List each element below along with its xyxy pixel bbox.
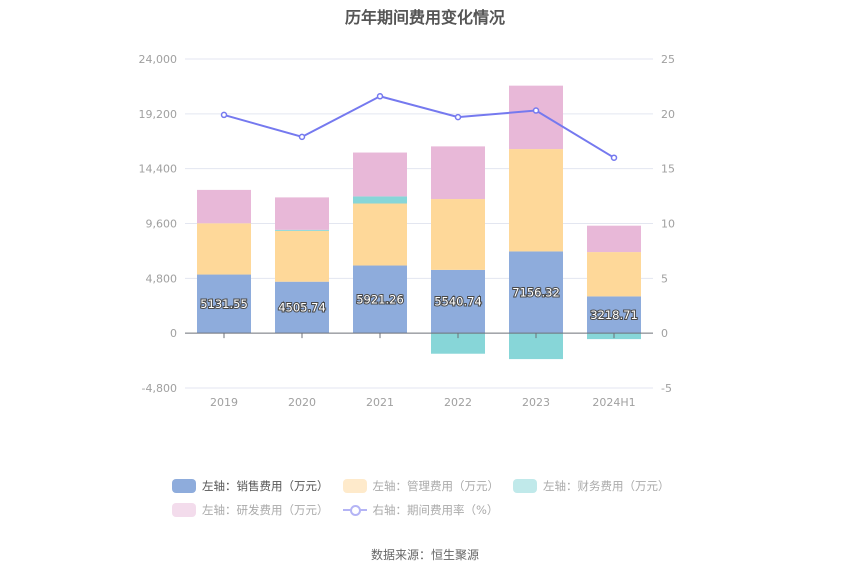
bar-segment-3-2022 (431, 146, 485, 200)
bar-segment-0-2019 (197, 274, 251, 334)
x-axis-tick-label: 2021 (366, 396, 394, 409)
x-axis-tick-label: 2020 (288, 396, 316, 409)
bar-data-label: 5131.55 (200, 297, 248, 311)
expense-rate-point (376, 93, 384, 100)
right-axis-tick-label: 25 (661, 53, 675, 66)
bar-segment-1-2020 (275, 230, 329, 282)
legend-swatch-finance (513, 479, 537, 493)
expense-rate-point (454, 113, 462, 121)
data-source: 数据来源：恒生聚源 (370, 548, 479, 562)
right-axis-tick-label: 15 (661, 163, 675, 176)
expense-rate-point (532, 107, 540, 114)
bar-segment-0-2020 (275, 281, 329, 334)
left-axis-tick-label: 0 (170, 327, 177, 340)
legend-item-expense-rate[interactable]: 右轴：期间费用率（%） (342, 502, 499, 518)
bar-segment-3-2020 (275, 197, 329, 230)
bar-data-label: 5921.26 (356, 292, 404, 306)
bar-segment-3-2023 (509, 85, 563, 150)
right-axis-tick-label: 0 (661, 327, 668, 340)
legend-swatch-sales (172, 479, 196, 493)
bar-segment-3-2024H1 (587, 225, 641, 253)
bar-data-label: 4505.74 (278, 300, 326, 314)
expense-rate-point (220, 111, 228, 119)
legend-label-rnd: 左轴：研发费用（万元） (202, 503, 329, 517)
bar-segment-1-2024H1 (587, 252, 641, 297)
bar-segment-3-2019 (197, 189, 251, 224)
bar-data-label: 3218.71 (590, 308, 638, 322)
left-axis-tick-label: 9,600 (146, 218, 178, 231)
bar-segment-1-2022 (431, 199, 485, 270)
x-axis-tick-label: 2019 (210, 396, 238, 409)
left-axis-tick-label: 19,200 (139, 108, 178, 121)
expense-rate-point (298, 133, 306, 141)
left-axis-tick-label: 24,000 (139, 53, 178, 66)
bar-segment-1-2021 (353, 203, 407, 266)
bar-segment-0-2023 (509, 251, 563, 334)
line-marker-icon (342, 503, 367, 517)
bar-segment-2-2021 (353, 196, 407, 204)
x-axis-tick-label: 2024H1 (592, 396, 635, 409)
bar-segment-2-2022 (431, 333, 485, 354)
bar-segment-3-2021 (353, 152, 407, 197)
legend-item-finance[interactable]: 左轴：财务费用（万元） (513, 478, 670, 494)
legend-item-management[interactable]: 左轴：管理费用（万元） (342, 478, 500, 494)
legend-label-management: 左轴：管理费用（万元） (372, 479, 500, 493)
legend-swatch-rnd (172, 503, 196, 517)
right-axis-tick-label: 10 (661, 218, 675, 231)
bar-segment-2-2020 (275, 229, 329, 231)
bar-segment-1-2023 (509, 149, 563, 252)
expense-rate-line (223, 95, 615, 159)
bar-segment-0-2022 (431, 269, 485, 334)
left-axis-tick-label: 4,800 (146, 272, 178, 285)
legend-label-finance: 左轴：财务费用（万元） (543, 479, 670, 493)
legend-item-sales[interactable]: 左轴：销售费用（万元） (172, 478, 329, 494)
bar-segment-1-2019 (197, 223, 251, 275)
legend-label-expense-rate: 右轴：期间费用率（%） (372, 503, 499, 517)
bar-data-label: 5540.74 (434, 295, 482, 309)
right-axis-tick-label: 20 (661, 108, 675, 121)
legend-swatch-management (342, 479, 367, 493)
left-axis-tick-label: 14,400 (139, 163, 178, 176)
legend: 左轴：销售费用（万元） 左轴：管理费用（万元） 左轴：财务费用（万元） 左轴：研… (172, 474, 692, 522)
right-axis-tick-label: 5 (661, 272, 668, 285)
x-axis-tick-label: 2023 (522, 396, 550, 409)
right-axis-tick-label: -5 (661, 382, 672, 395)
chart-plot: -4,80004,8009,60014,40019,20024,000-5051… (139, 53, 676, 409)
chart-title: 历年期间费用变化情况 (344, 8, 505, 27)
left-axis-tick-label: -4,800 (142, 382, 177, 395)
bar-segment-0-2024H1 (587, 296, 641, 334)
legend-item-rnd[interactable]: 左轴：研发费用（万元） (172, 502, 329, 518)
legend-label-sales: 左轴：销售费用（万元） (202, 479, 329, 493)
x-axis-tick-label: 2022 (444, 396, 472, 409)
bar-segment-0-2021 (353, 265, 407, 334)
expense-rate-point (610, 154, 618, 161)
bar-data-label: 7156.32 (512, 285, 560, 299)
